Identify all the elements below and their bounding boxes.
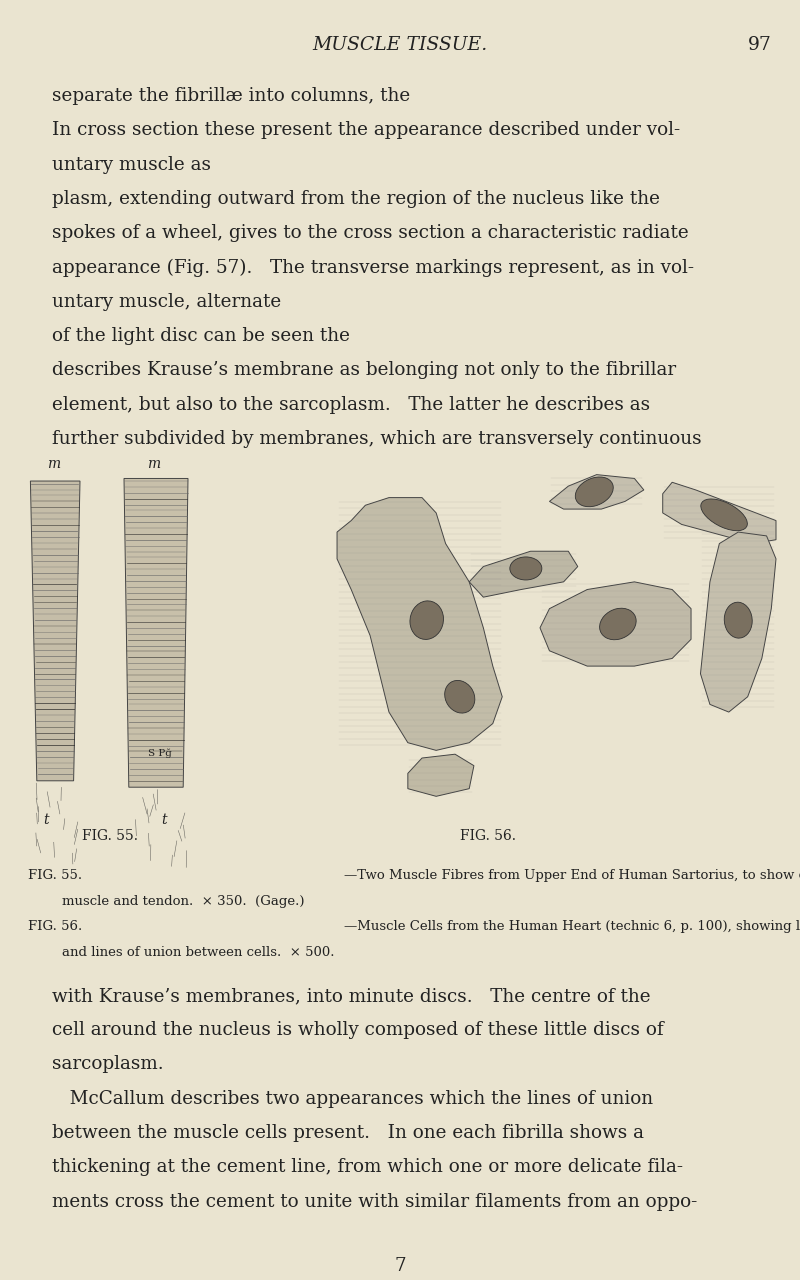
Text: m: m [147, 457, 160, 471]
Polygon shape [124, 479, 188, 787]
Text: 97: 97 [748, 36, 772, 54]
Polygon shape [337, 498, 502, 750]
Ellipse shape [510, 557, 542, 580]
Polygon shape [550, 475, 644, 509]
Text: FIG. 56.: FIG. 56. [28, 920, 82, 933]
Ellipse shape [445, 681, 475, 713]
Text: separate the fibrillæ into columns, the: separate the fibrillæ into columns, the [52, 87, 416, 105]
Text: m: m [47, 457, 60, 471]
Polygon shape [408, 754, 474, 796]
Text: S Pğ: S Pğ [148, 749, 172, 758]
Text: FIG. 55.: FIG. 55. [28, 869, 82, 882]
Ellipse shape [724, 602, 752, 639]
Text: In cross section these present the appearance described under vol-: In cross section these present the appea… [52, 122, 680, 140]
Text: cell around the nucleus is wholly composed of these little discs of: cell around the nucleus is wholly compos… [52, 1021, 664, 1039]
Text: of the light disc can be seen the: of the light disc can be seen the [52, 328, 356, 346]
Text: element, but also to the sarcoplasm.   The latter he describes as: element, but also to the sarcoplasm. The… [52, 396, 650, 413]
Polygon shape [469, 552, 578, 598]
Text: 7: 7 [394, 1257, 406, 1275]
Text: with Krause’s membranes, into minute discs.   The centre of the: with Krause’s membranes, into minute dis… [52, 987, 650, 1005]
Text: plasm, extending outward from the region of the nucleus like the: plasm, extending outward from the region… [52, 189, 660, 207]
Polygon shape [540, 582, 691, 666]
Text: FIG. 55.: FIG. 55. [82, 829, 138, 844]
Text: —Two Muscle Fibres from Upper End of Human Sartorius, to show connection of: —Two Muscle Fibres from Upper End of Hum… [344, 869, 800, 882]
Text: MUSCLE TISSUE.: MUSCLE TISSUE. [312, 36, 488, 54]
Text: appearance (Fig. 57).   The transverse markings represent, as in vol-: appearance (Fig. 57). The transverse mar… [52, 259, 694, 276]
Ellipse shape [575, 477, 614, 507]
Text: spokes of a wheel, gives to the cross section a characteristic radiate: spokes of a wheel, gives to the cross se… [52, 224, 689, 242]
Text: t: t [161, 813, 167, 827]
Ellipse shape [410, 600, 443, 640]
Text: further subdivided by membranes, which are transversely continuous: further subdivided by membranes, which a… [52, 430, 702, 448]
Text: FIG. 56.: FIG. 56. [460, 829, 516, 844]
Ellipse shape [701, 499, 747, 531]
Ellipse shape [600, 608, 636, 640]
Text: ments cross the cement to unite with similar filaments from an oppo-: ments cross the cement to unite with sim… [52, 1193, 698, 1211]
Text: and lines of union between cells.  × 500.: and lines of union between cells. × 500. [28, 946, 334, 959]
Text: t: t [43, 813, 50, 827]
Polygon shape [701, 532, 776, 712]
Polygon shape [662, 483, 776, 544]
Text: thickening at the cement line, from which one or more delicate fila-: thickening at the cement line, from whic… [52, 1158, 683, 1176]
Text: untary muscle as: untary muscle as [52, 156, 217, 174]
Text: between the muscle cells present.   In one each fibrilla shows a: between the muscle cells present. In one… [52, 1124, 644, 1142]
Text: sarcoplasm.: sarcoplasm. [52, 1056, 164, 1074]
Text: muscle and tendon.  × 350.  (Gage.): muscle and tendon. × 350. (Gage.) [28, 895, 313, 908]
Text: untary muscle, alternate: untary muscle, alternate [52, 293, 287, 311]
Text: describes Krause’s membrane as belonging not only to the fibrillar: describes Krause’s membrane as belonging… [52, 361, 676, 379]
Polygon shape [30, 481, 80, 781]
Text: McCallum describes two appearances which the lines of union: McCallum describes two appearances which… [52, 1089, 653, 1107]
Text: —Muscle Cells from the Human Heart (technic 6, p. 100), showing lateral branches: —Muscle Cells from the Human Heart (tech… [344, 920, 800, 933]
